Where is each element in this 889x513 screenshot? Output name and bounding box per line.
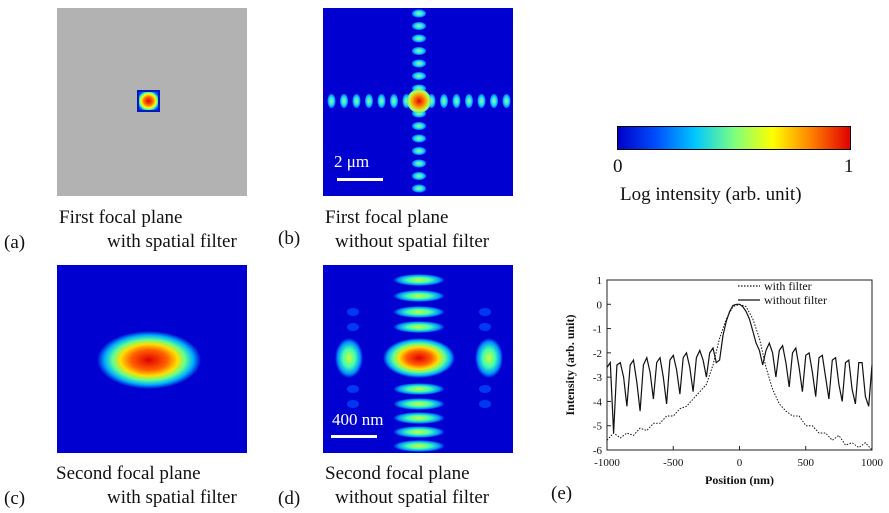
- side-lobe: [465, 94, 473, 108]
- series-line-with-filter: [606, 303, 873, 451]
- panel-c-caption-line1: Second focal plane: [56, 463, 201, 484]
- side-lobe: [347, 308, 359, 316]
- side-lobe: [412, 22, 426, 30]
- y-tick-label: -6: [593, 445, 603, 457]
- panel-c-image: [57, 265, 247, 453]
- y-tick-label: -3: [593, 372, 603, 384]
- side-lobe: [412, 172, 426, 180]
- side-lobe: [377, 94, 386, 108]
- y-tick-label: -5: [593, 421, 603, 433]
- panel-c-caption-line2: with spatial filter: [107, 487, 237, 508]
- panel-d-caption-line1: Second focal plane: [325, 463, 470, 484]
- panel-b-caption-line1: First focal plane: [325, 207, 449, 228]
- side-lobe: [479, 308, 491, 316]
- side-lobe: [412, 47, 426, 55]
- y-tick-label: -1: [593, 324, 602, 336]
- side-lobe: [479, 400, 491, 408]
- side-lobe: [479, 385, 491, 393]
- side-lobe: [412, 134, 426, 143]
- panel-b-tag: (b): [278, 228, 301, 249]
- x-tick-label: 0: [737, 457, 743, 469]
- side-lobe: [490, 94, 498, 108]
- x-tick-label: 1000: [861, 457, 884, 469]
- side-lobe: [502, 94, 511, 108]
- side-lobe: [393, 412, 445, 424]
- side-lobe: [412, 159, 426, 168]
- panel-a-image: [57, 8, 247, 196]
- legend-label: with filter: [764, 279, 812, 293]
- panel-b-image: [323, 8, 513, 196]
- side-lobe: [390, 94, 398, 108]
- side-lobe: [412, 184, 426, 193]
- side-lobe: [412, 34, 426, 43]
- side-lobe: [347, 385, 359, 393]
- panel-b-cross-pattern: [323, 8, 513, 196]
- side-lobe: [352, 94, 361, 108]
- panel-d-tag: (d): [278, 488, 301, 509]
- side-lobe: [412, 72, 426, 80]
- panel-d-cross-pattern: [323, 265, 513, 453]
- panel-e-tag: (e): [551, 483, 573, 504]
- colorbar-max-label: 1: [844, 156, 854, 177]
- y-tick-label: -2: [593, 348, 602, 360]
- side-lobe: [393, 274, 445, 286]
- side-lobe: [393, 383, 445, 395]
- side-lobe: [393, 398, 445, 410]
- side-lobe: [452, 94, 461, 108]
- y-tick-label: -4: [593, 396, 603, 408]
- panel-d-scale-label: 400 nm: [332, 410, 384, 429]
- y-axis-title: Intensity (arb. unit): [563, 314, 577, 415]
- colorbar: [617, 126, 851, 150]
- y-tick-label: 0: [597, 299, 603, 311]
- panel-d-caption-line2: without spatial filter: [335, 487, 490, 508]
- side-lobe: [327, 94, 336, 108]
- x-tick-label: -500: [663, 457, 684, 469]
- side-lobe: [412, 59, 426, 68]
- side-lobe: [393, 440, 445, 452]
- side-lobe: [393, 290, 445, 302]
- x-tick-label: 500: [798, 457, 815, 469]
- panel-a-caption-line2: with spatial filter: [107, 231, 237, 252]
- colorbar-min-label: 0: [613, 156, 623, 177]
- panel-b-caption-line2: without spatial filter: [335, 231, 490, 252]
- legend-label: without filter: [764, 293, 827, 307]
- intensity-line-chart: 1 0 -1 -2 -3 -4 -5 -6-1000 -500 0 500 1000 Position …: [563, 275, 884, 487]
- panel-b-scale-bar: [337, 178, 383, 181]
- side-lobe: [365, 94, 373, 108]
- side-lobe: [340, 94, 348, 108]
- side-lobe: [393, 321, 445, 333]
- panel-c-tag: (c): [4, 488, 26, 509]
- panel-d-image: [323, 265, 513, 453]
- panel-d-scale-bar: [331, 435, 377, 438]
- panel-a-tag: (a): [4, 232, 26, 253]
- side-lobe: [335, 338, 363, 378]
- side-lobe: [347, 323, 359, 331]
- side-lobe: [475, 338, 503, 378]
- y-tick-label: 1: [597, 275, 603, 287]
- side-lobe: [412, 9, 426, 18]
- panel-b-scale-label: 2 μm: [334, 152, 370, 171]
- x-tick-label: -1000: [594, 457, 620, 469]
- series-line-without-filter: [606, 303, 873, 434]
- side-lobe: [393, 306, 445, 318]
- side-lobe: [393, 426, 445, 438]
- panel-a-caption-line1: First focal plane: [59, 207, 183, 228]
- side-lobe: [477, 94, 486, 108]
- x-axis-title: Position (nm): [705, 473, 774, 487]
- side-lobe: [347, 400, 359, 408]
- side-lobe: [479, 323, 491, 331]
- side-lobe: [440, 94, 448, 108]
- side-lobe: [412, 122, 426, 130]
- side-lobe: [412, 147, 426, 155]
- colorbar-title: Log intensity (arb. unit): [620, 184, 802, 205]
